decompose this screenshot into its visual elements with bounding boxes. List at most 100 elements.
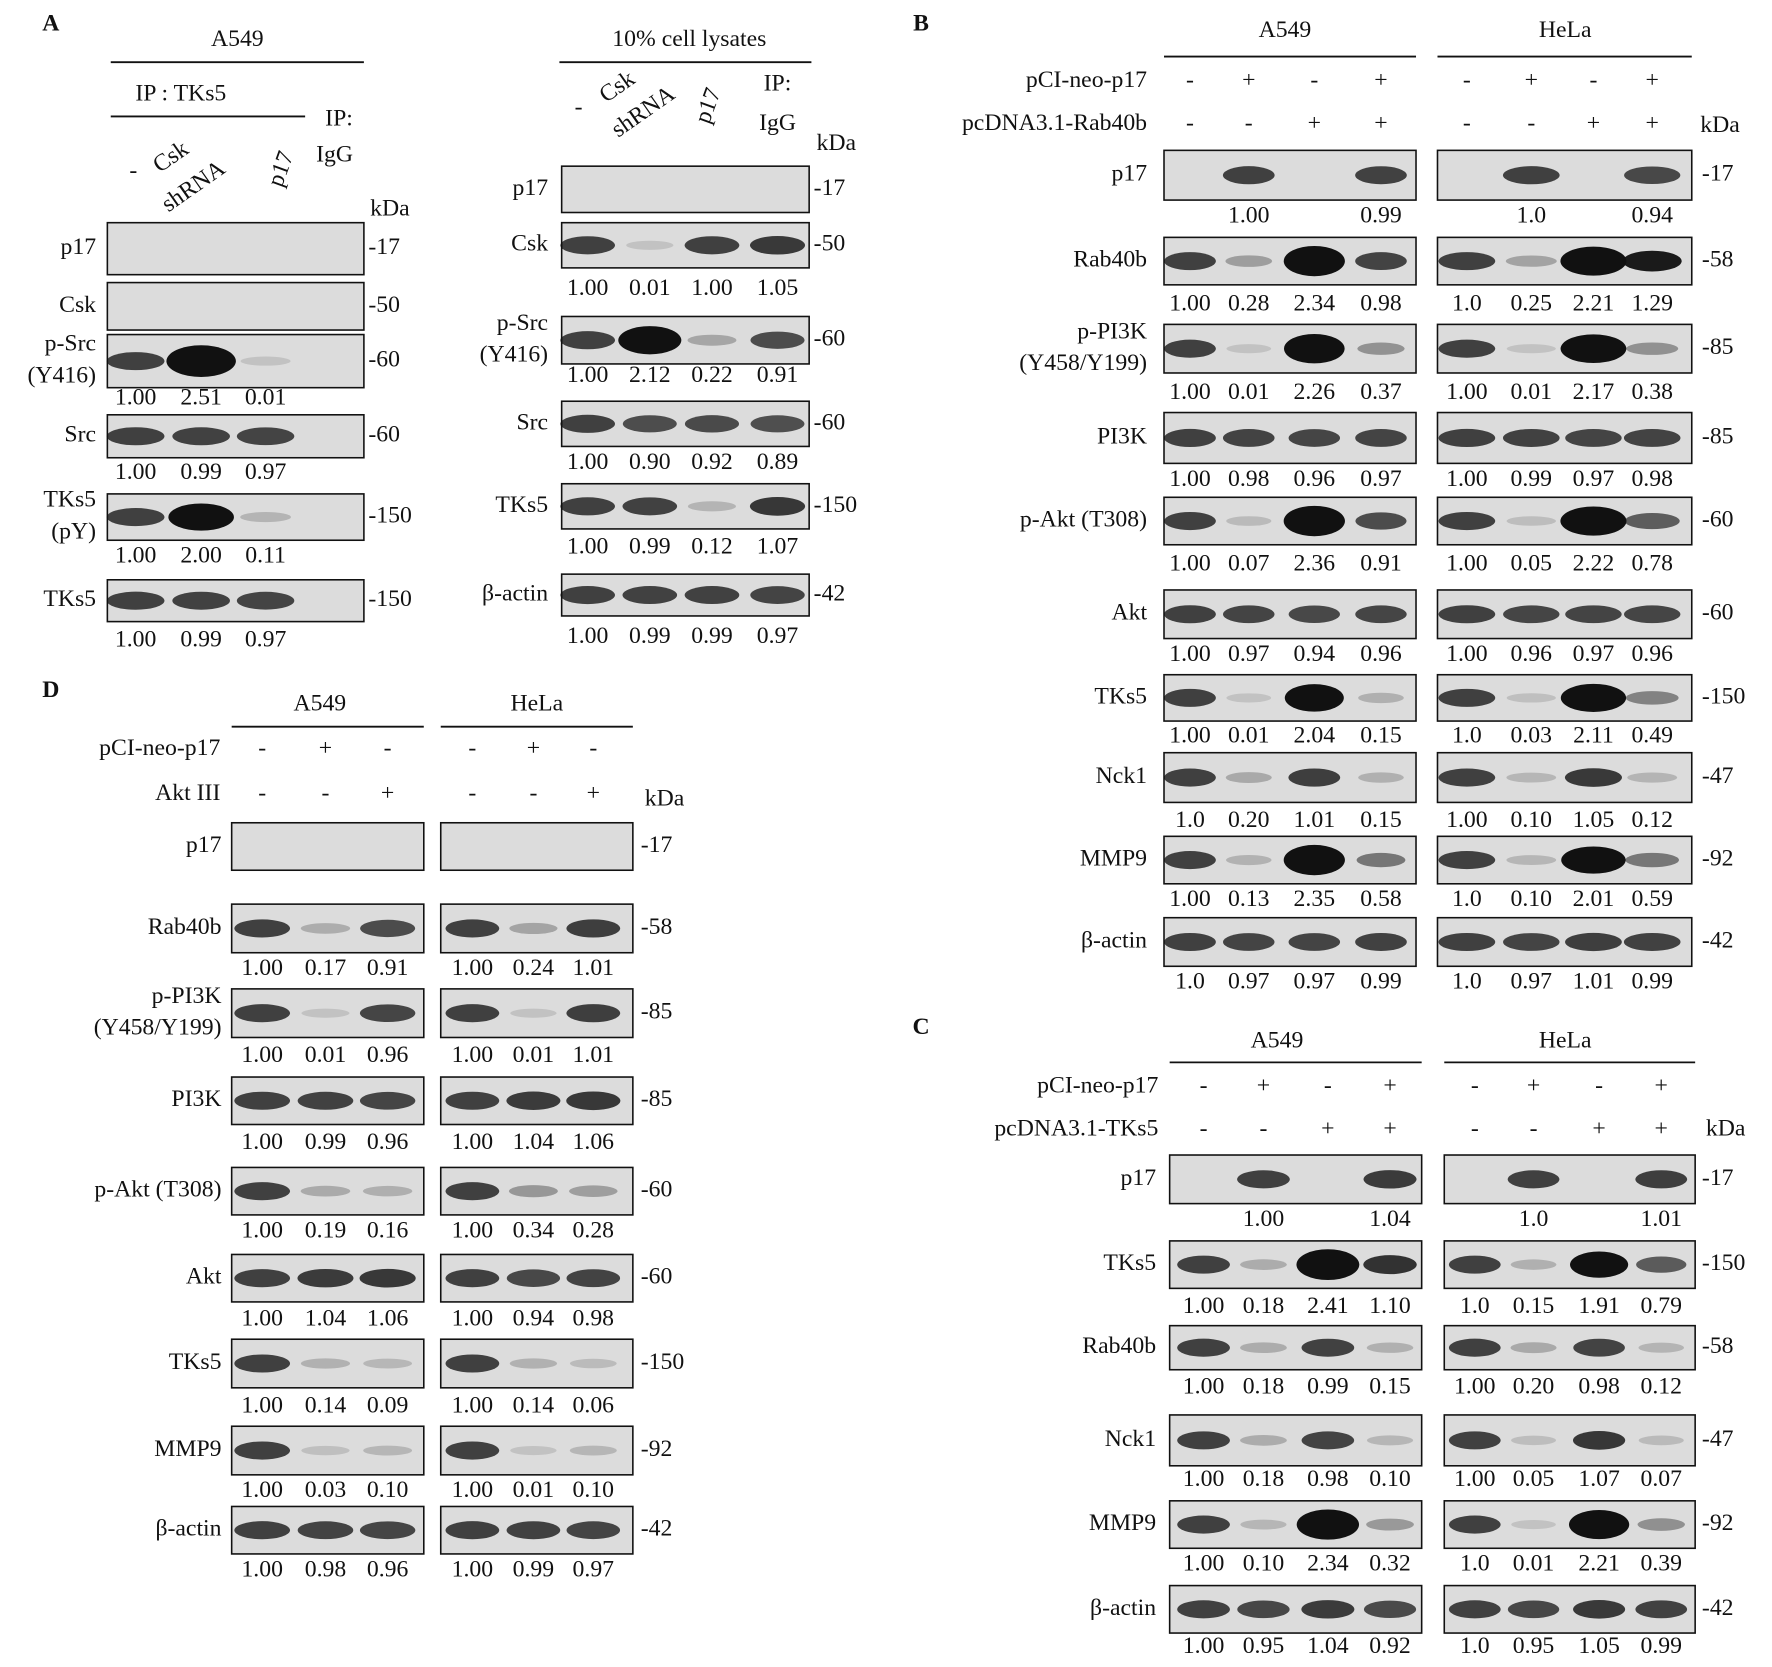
quantification: 1.00 <box>1169 722 1211 748</box>
kda-label: -42 <box>1702 927 1734 953</box>
band <box>618 326 682 355</box>
quantification: 0.49 <box>1631 722 1673 748</box>
quantification: 0.15 <box>1360 722 1402 748</box>
band <box>234 1441 291 1460</box>
quantification: 1.00 <box>241 1129 283 1155</box>
cell-line-header: A549 <box>1259 17 1312 43</box>
kda-label: -60 <box>368 347 400 373</box>
quantification: 2.34 <box>1294 291 1336 317</box>
band <box>1177 1431 1230 1450</box>
protein-name: Nck1 <box>1105 1426 1156 1452</box>
band <box>1506 693 1556 703</box>
band <box>1573 1600 1626 1619</box>
lane-label: IP: <box>325 105 353 131</box>
quantification: 0.99 <box>180 459 222 485</box>
band <box>1568 1510 1630 1540</box>
lane-label: - <box>575 94 583 120</box>
band <box>1164 511 1216 531</box>
condition-sign: + <box>1321 1116 1334 1142</box>
protein-name: p17 <box>513 175 549 201</box>
band <box>560 331 616 350</box>
quantification: 0.15 <box>1360 807 1402 833</box>
kda-label: -150 <box>814 492 857 518</box>
band <box>566 1269 621 1288</box>
protein-name: PI3K <box>1097 423 1147 449</box>
quantification: 1.00 <box>1454 1466 1496 1492</box>
band <box>510 1445 557 1456</box>
band <box>1222 166 1275 185</box>
quantification: 1.00 <box>1183 1293 1225 1319</box>
protein-name: Csk <box>511 231 548 257</box>
quantification: 1.00 <box>567 623 609 649</box>
band <box>1507 1170 1560 1189</box>
kda-label: -60 <box>1702 506 1734 532</box>
band <box>1438 511 1496 531</box>
quantification: 0.16 <box>367 1217 409 1243</box>
group-header: A549 <box>211 26 264 52</box>
band <box>509 1358 558 1369</box>
kda-label: -17 <box>368 234 400 260</box>
band <box>560 414 616 433</box>
band <box>362 1185 413 1197</box>
band <box>1301 1338 1355 1357</box>
blot <box>106 579 365 623</box>
band <box>1635 1170 1688 1189</box>
kda-label: -58 <box>1702 1333 1734 1359</box>
band <box>363 1358 413 1369</box>
band <box>234 1521 291 1540</box>
band <box>1296 1249 1360 1281</box>
quantification: 1.00 <box>1169 379 1211 405</box>
quantification: 0.91 <box>757 362 799 388</box>
band <box>1164 851 1216 870</box>
quantification: 0.97 <box>1294 969 1336 995</box>
condition-sign: + <box>1655 1073 1668 1099</box>
panel-label: A <box>42 10 59 36</box>
kda-label: -17 <box>1702 1165 1734 1191</box>
band <box>445 1441 500 1460</box>
band <box>236 427 295 446</box>
quantification: 0.89 <box>757 449 799 475</box>
condition-sign: - <box>1186 67 1194 93</box>
band <box>172 591 230 610</box>
band <box>301 1445 350 1456</box>
quantification: 0.98 <box>1228 466 1270 492</box>
quantification: 1.05 <box>1573 807 1615 833</box>
quantification: 1.01 <box>573 1042 615 1068</box>
condition-name: pCI-neo-p17 <box>99 735 220 761</box>
band <box>1301 1600 1355 1619</box>
protein-name: Csk <box>59 292 96 318</box>
band <box>1288 768 1341 787</box>
band <box>749 236 806 255</box>
band <box>445 1004 500 1023</box>
condition-sign: + <box>1527 1073 1540 1099</box>
band <box>506 1091 561 1110</box>
protein-name: p17 <box>186 832 222 858</box>
kda-label: -60 <box>368 422 400 448</box>
band <box>1438 768 1496 787</box>
band <box>1366 1435 1414 1446</box>
quantification: 1.01 <box>1640 1206 1682 1232</box>
quantification: 1.0 <box>1452 969 1482 995</box>
band <box>1366 1518 1414 1531</box>
band <box>1355 429 1407 447</box>
band <box>1177 1515 1230 1534</box>
condition-sign: + <box>319 735 332 761</box>
quantification: 1.01 <box>573 955 615 981</box>
band <box>1448 1338 1501 1357</box>
band <box>1164 932 1216 952</box>
band <box>300 1358 351 1369</box>
quantification: 0.99 <box>691 623 733 649</box>
band <box>1356 852 1406 868</box>
condition-sign: - <box>1200 1073 1208 1099</box>
quantification: 1.00 <box>1183 1373 1225 1399</box>
quantification: 1.04 <box>1369 1206 1411 1232</box>
condition-sign: + <box>1242 67 1255 93</box>
band <box>301 1008 350 1018</box>
band <box>1301 1431 1355 1450</box>
blot <box>106 281 365 331</box>
quantification: 0.19 <box>305 1217 347 1243</box>
band <box>1358 692 1404 704</box>
quantification: 1.00 <box>115 626 157 652</box>
quantification: 0.25 <box>1511 291 1553 317</box>
kda-label: -150 <box>641 1349 684 1375</box>
